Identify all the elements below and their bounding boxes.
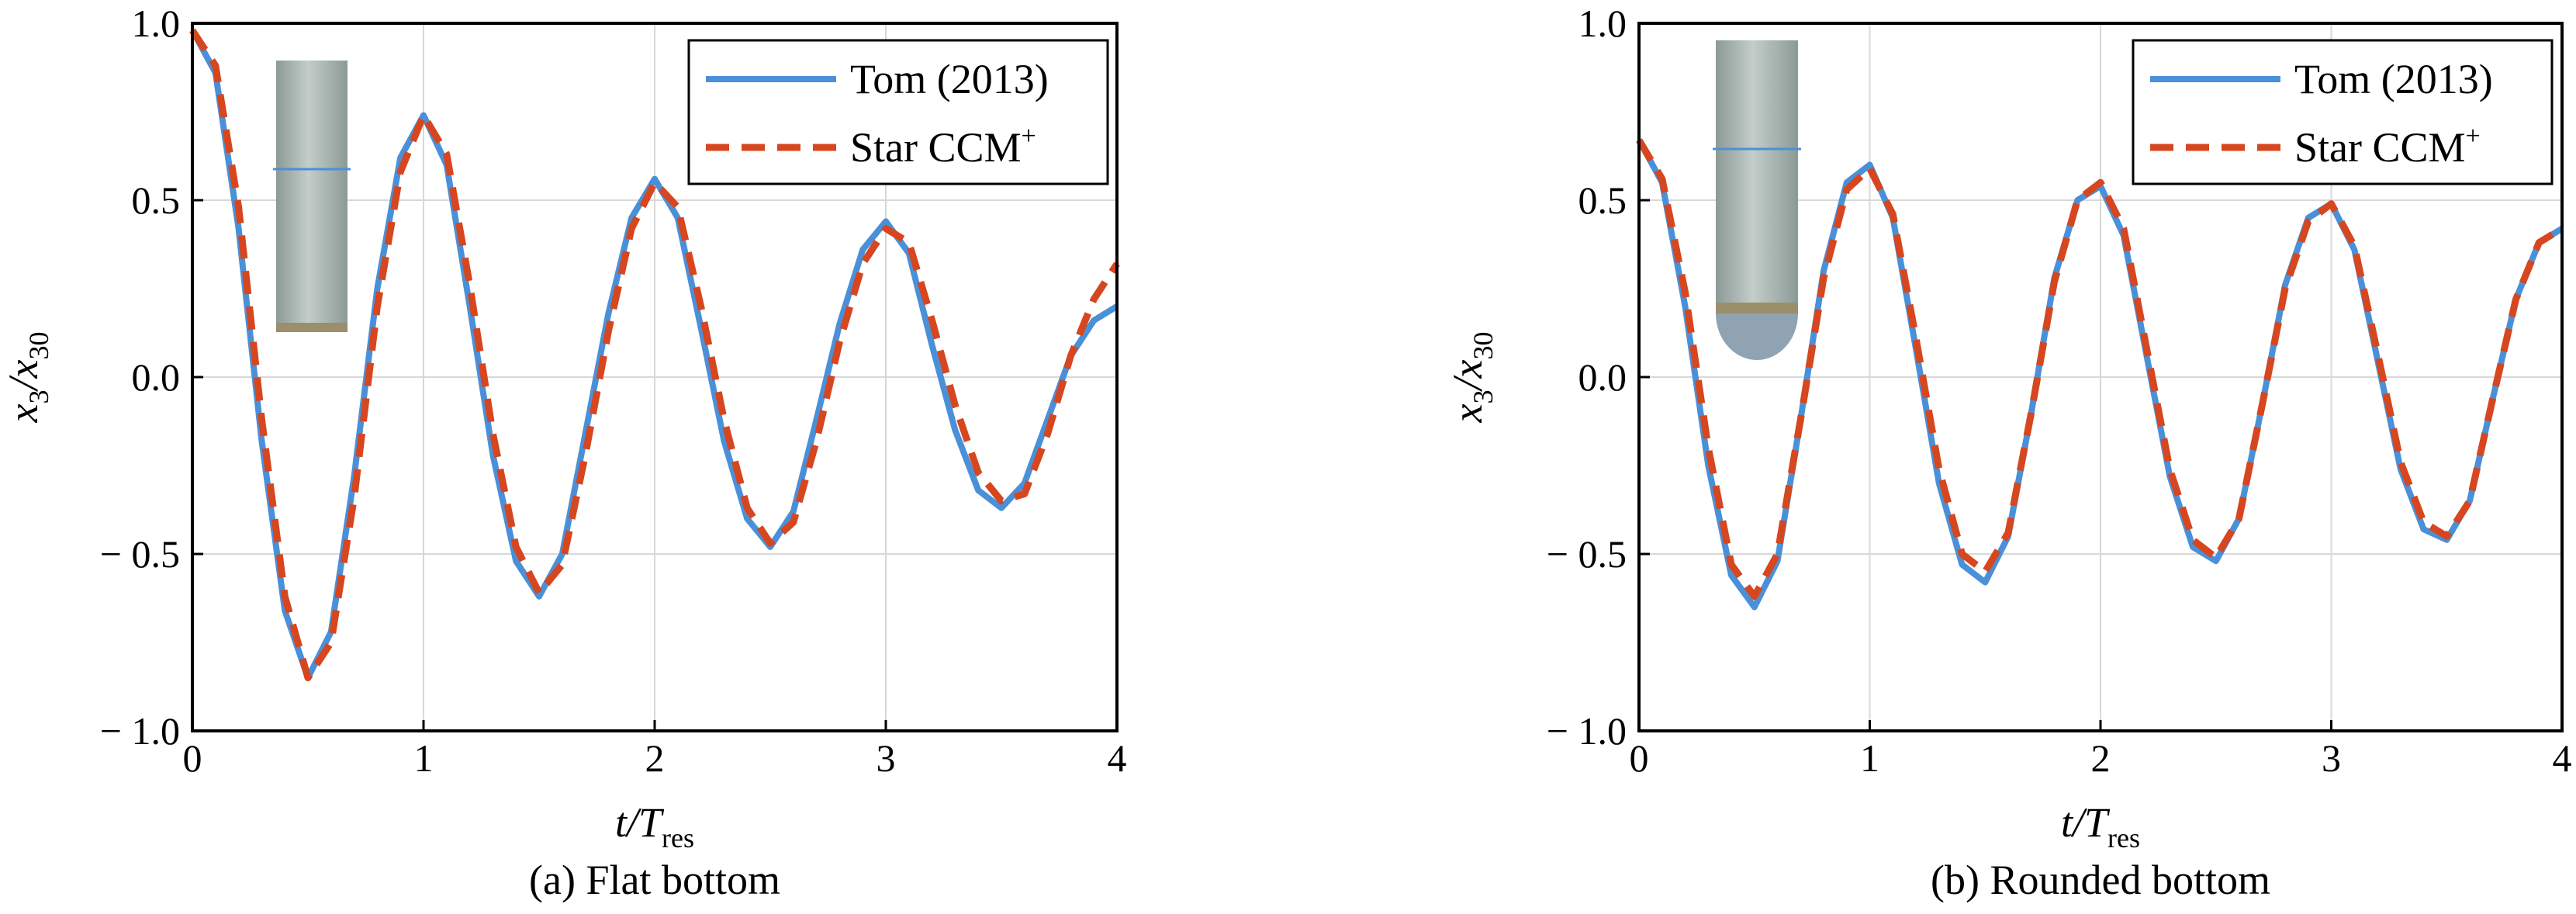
legend: Tom (2013) Star CCM+ — [687, 39, 1109, 185]
y-axis-label-slash: / — [1444, 375, 1491, 393]
legend-label: Star CCM+ — [850, 122, 1036, 171]
y-tick-label: 0.0 — [1578, 355, 1627, 399]
legend: Tom (2013) Star CCM+ — [2132, 39, 2554, 185]
y-axis-label-denominator: x — [1444, 359, 1491, 379]
y-tick-label: 1.0 — [132, 2, 181, 45]
y-axis-label-denominator-subscript: 30 — [23, 332, 54, 360]
cylinder-dome — [1716, 313, 1798, 360]
x-tick-label: 3 — [877, 736, 896, 780]
x-axis-label: t/Tres — [2061, 799, 2140, 853]
y-tick-label: 0.0 — [132, 355, 181, 399]
inset-cylinder-image — [1713, 40, 1801, 360]
x-tick-label: 1 — [1860, 736, 1879, 780]
y-axis-label-denominator: x — [0, 359, 47, 379]
cylinder-body — [1716, 40, 1798, 313]
x-axis-label-subscript: res — [2107, 822, 2140, 853]
y-tick-label: 0.5 — [132, 178, 181, 222]
x-tick-label: 4 — [2553, 736, 2572, 780]
series-line-star-ccm — [1636, 138, 2564, 601]
y-tick-label: − 0.5 — [1547, 532, 1627, 576]
y-axis-label-subscript: 3 — [23, 390, 54, 404]
y-tick-label: 1.0 — [1578, 2, 1627, 45]
x-axis-label-main: t/T — [615, 799, 665, 846]
x-tick-label: 2 — [2091, 736, 2111, 780]
panel-b: 0 1 2 3 41.00.50.0− 0.5− 1.0t/Tresx3/x30(b) … — [1444, 2, 2572, 903]
cylinder-body — [276, 61, 348, 332]
x-tick-label: 0 — [1630, 736, 1649, 780]
legend-label-text: Tom (2013) — [850, 56, 1049, 102]
panel-caption: (a) Flat bottom — [529, 857, 780, 903]
x-axis-label: t/Tres — [615, 799, 694, 853]
y-axis-label: x3/x30 — [1444, 332, 1499, 424]
x-tick-label: 3 — [2322, 736, 2341, 780]
y-tick-label: − 1.0 — [100, 709, 180, 753]
legend-label-text: Star CCM — [2294, 124, 2466, 171]
x-tick-label: 4 — [1108, 736, 1127, 780]
series-line-tom-2013 — [189, 29, 1119, 681]
y-tick-label: 0.5 — [1578, 178, 1627, 222]
legend-label-superscript: + — [1022, 122, 1036, 151]
inset-cylinder-image — [273, 61, 351, 332]
panel-caption: (b) Rounded bottom — [1931, 857, 2270, 903]
y-axis-label: x3/x30 — [0, 332, 54, 424]
legend-box — [2132, 39, 2554, 185]
legend-label-superscript: + — [2466, 122, 2481, 151]
x-tick-label: 2 — [645, 736, 665, 780]
legend-label-text: Star CCM — [850, 124, 1022, 171]
panel-a: 0 1 2 3 41.00.50.0− 0.5− 1.0t/Tresx3/x30(a) … — [0, 2, 1127, 903]
legend-label-text: Tom (2013) — [2294, 56, 2493, 102]
x-tick-label: 0 — [183, 736, 202, 780]
y-axis-label-subscript: 3 — [1468, 390, 1499, 404]
y-axis-label-main: x — [0, 403, 47, 423]
legend-label: Star CCM+ — [2294, 122, 2481, 171]
y-tick-label: − 1.0 — [1547, 709, 1627, 753]
y-axis-label-slash: / — [0, 375, 47, 393]
cylinder-base — [276, 323, 348, 332]
x-tick-label: 1 — [414, 736, 434, 780]
legend-box — [687, 39, 1109, 185]
legend-label: Tom (2013) — [850, 56, 1049, 102]
y-axis-label-main: x — [1444, 403, 1491, 423]
y-axis-label-denominator-subscript: 30 — [1468, 332, 1499, 360]
cylinder-band — [1716, 303, 1798, 313]
y-tick-label: − 0.5 — [100, 532, 180, 576]
legend-label: Tom (2013) — [2294, 56, 2493, 102]
x-axis-label-main: t/T — [2061, 799, 2111, 846]
x-axis-label-subscript: res — [662, 822, 694, 853]
series-line-star-ccm — [189, 28, 1120, 682]
